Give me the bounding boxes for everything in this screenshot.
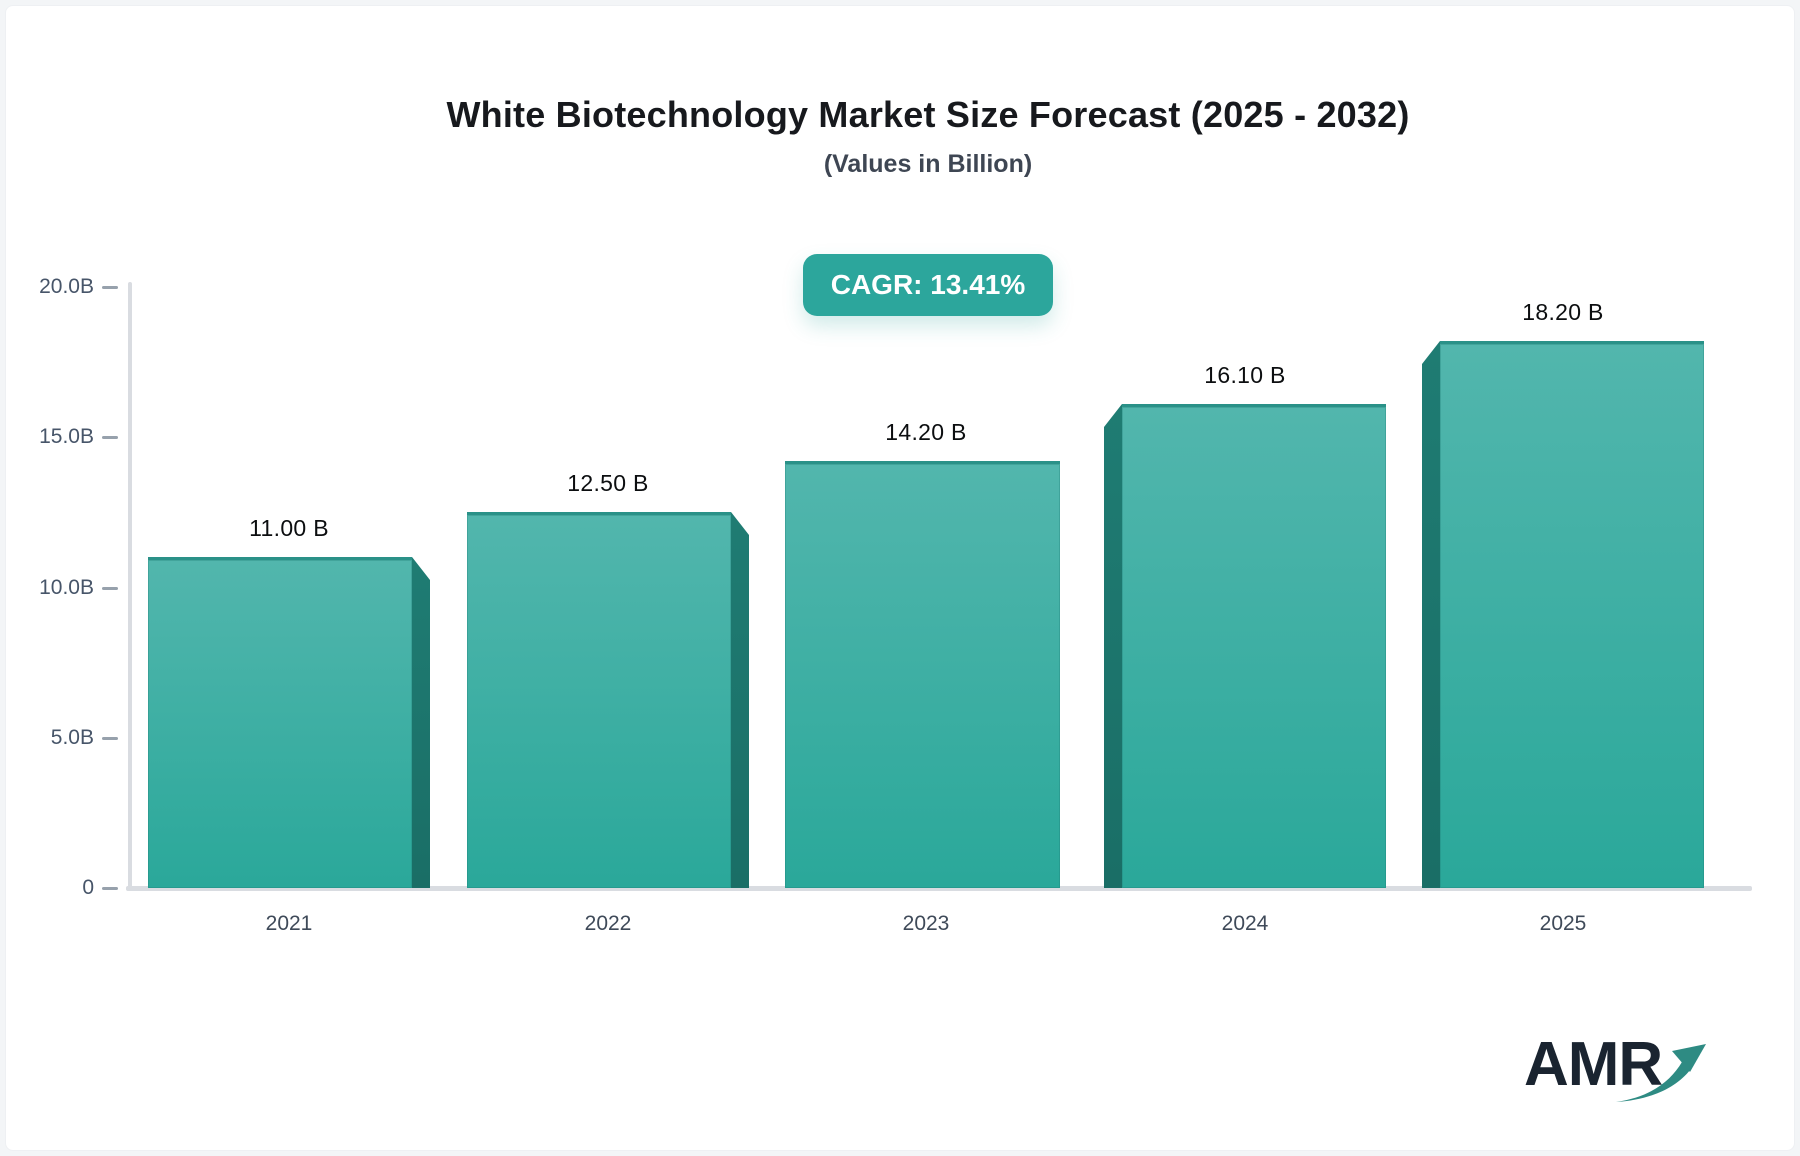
bar-face bbox=[785, 461, 1060, 888]
bar-face bbox=[148, 557, 412, 888]
bar-group-2022 bbox=[467, 512, 749, 888]
y-axis-tick-label: 10.0B bbox=[39, 576, 94, 599]
chart-subtitle: (Values in Billion) bbox=[823, 150, 1033, 178]
y-axis-line bbox=[128, 282, 132, 891]
bar-group-2023 bbox=[785, 461, 1067, 888]
amr-logo-text: AMR bbox=[1524, 1030, 1663, 1099]
y-axis-tick-label: 20.0B bbox=[39, 275, 94, 298]
cagr-badge: CAGR: 13.41% bbox=[802, 254, 1054, 316]
bar-face bbox=[467, 512, 731, 888]
x-axis-label: 2022 bbox=[584, 912, 632, 935]
bar-bevel bbox=[731, 512, 749, 888]
bar-value-label: 12.50 B bbox=[567, 470, 649, 496]
bar-bevel bbox=[1422, 341, 1440, 888]
y-axis-tick bbox=[102, 436, 118, 439]
amr-logo: AMR bbox=[1524, 1030, 1744, 1114]
bar-group-2024 bbox=[1104, 404, 1386, 888]
y-axis-tick-label: 0 bbox=[82, 876, 94, 899]
chart-title: White Biotechnology Market Size Forecast… bbox=[446, 94, 1410, 135]
x-axis-label: 2024 bbox=[1221, 912, 1269, 935]
x-axis-label: 2025 bbox=[1539, 912, 1587, 935]
bar-bevel bbox=[1104, 404, 1122, 888]
y-axis-tick-label: 5.0B bbox=[50, 726, 94, 749]
bar-value-label: 11.00 B bbox=[249, 515, 329, 541]
y-axis-tick bbox=[102, 587, 118, 590]
y-axis-tick bbox=[102, 887, 118, 890]
growth-arrow-icon bbox=[1616, 1044, 1706, 1102]
cagr-badge-row: CAGR: 13.41% bbox=[56, 254, 1800, 316]
y-axis-tick bbox=[102, 286, 118, 289]
bar-bevel bbox=[412, 557, 430, 888]
x-axis-label: 2023 bbox=[902, 912, 950, 935]
y-axis-tick bbox=[102, 737, 118, 740]
bar-value-label: 16.10 B bbox=[1204, 362, 1286, 388]
bar-face bbox=[1440, 341, 1704, 888]
bar-value-label: 18.20 B bbox=[1522, 299, 1604, 325]
bar-value-label: 14.20 B bbox=[885, 419, 967, 445]
bar-face bbox=[1122, 404, 1386, 888]
bar-group-2021 bbox=[148, 557, 430, 888]
x-axis-line bbox=[126, 886, 1752, 891]
bar-group-2025 bbox=[1422, 341, 1704, 888]
y-axis-tick-label: 15.0B bbox=[39, 425, 94, 448]
x-axis-label: 2021 bbox=[265, 912, 313, 935]
